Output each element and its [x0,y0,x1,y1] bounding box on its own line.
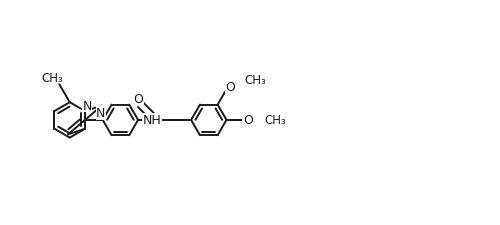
Text: O: O [134,92,143,105]
Text: N: N [96,107,106,119]
Text: O: O [243,114,253,127]
Text: CH₃: CH₃ [264,114,286,127]
Text: CH₃: CH₃ [244,74,266,87]
Text: O: O [225,80,235,93]
Text: CH₃: CH₃ [41,72,63,85]
Text: N: N [82,99,92,112]
Text: NH: NH [142,114,162,127]
